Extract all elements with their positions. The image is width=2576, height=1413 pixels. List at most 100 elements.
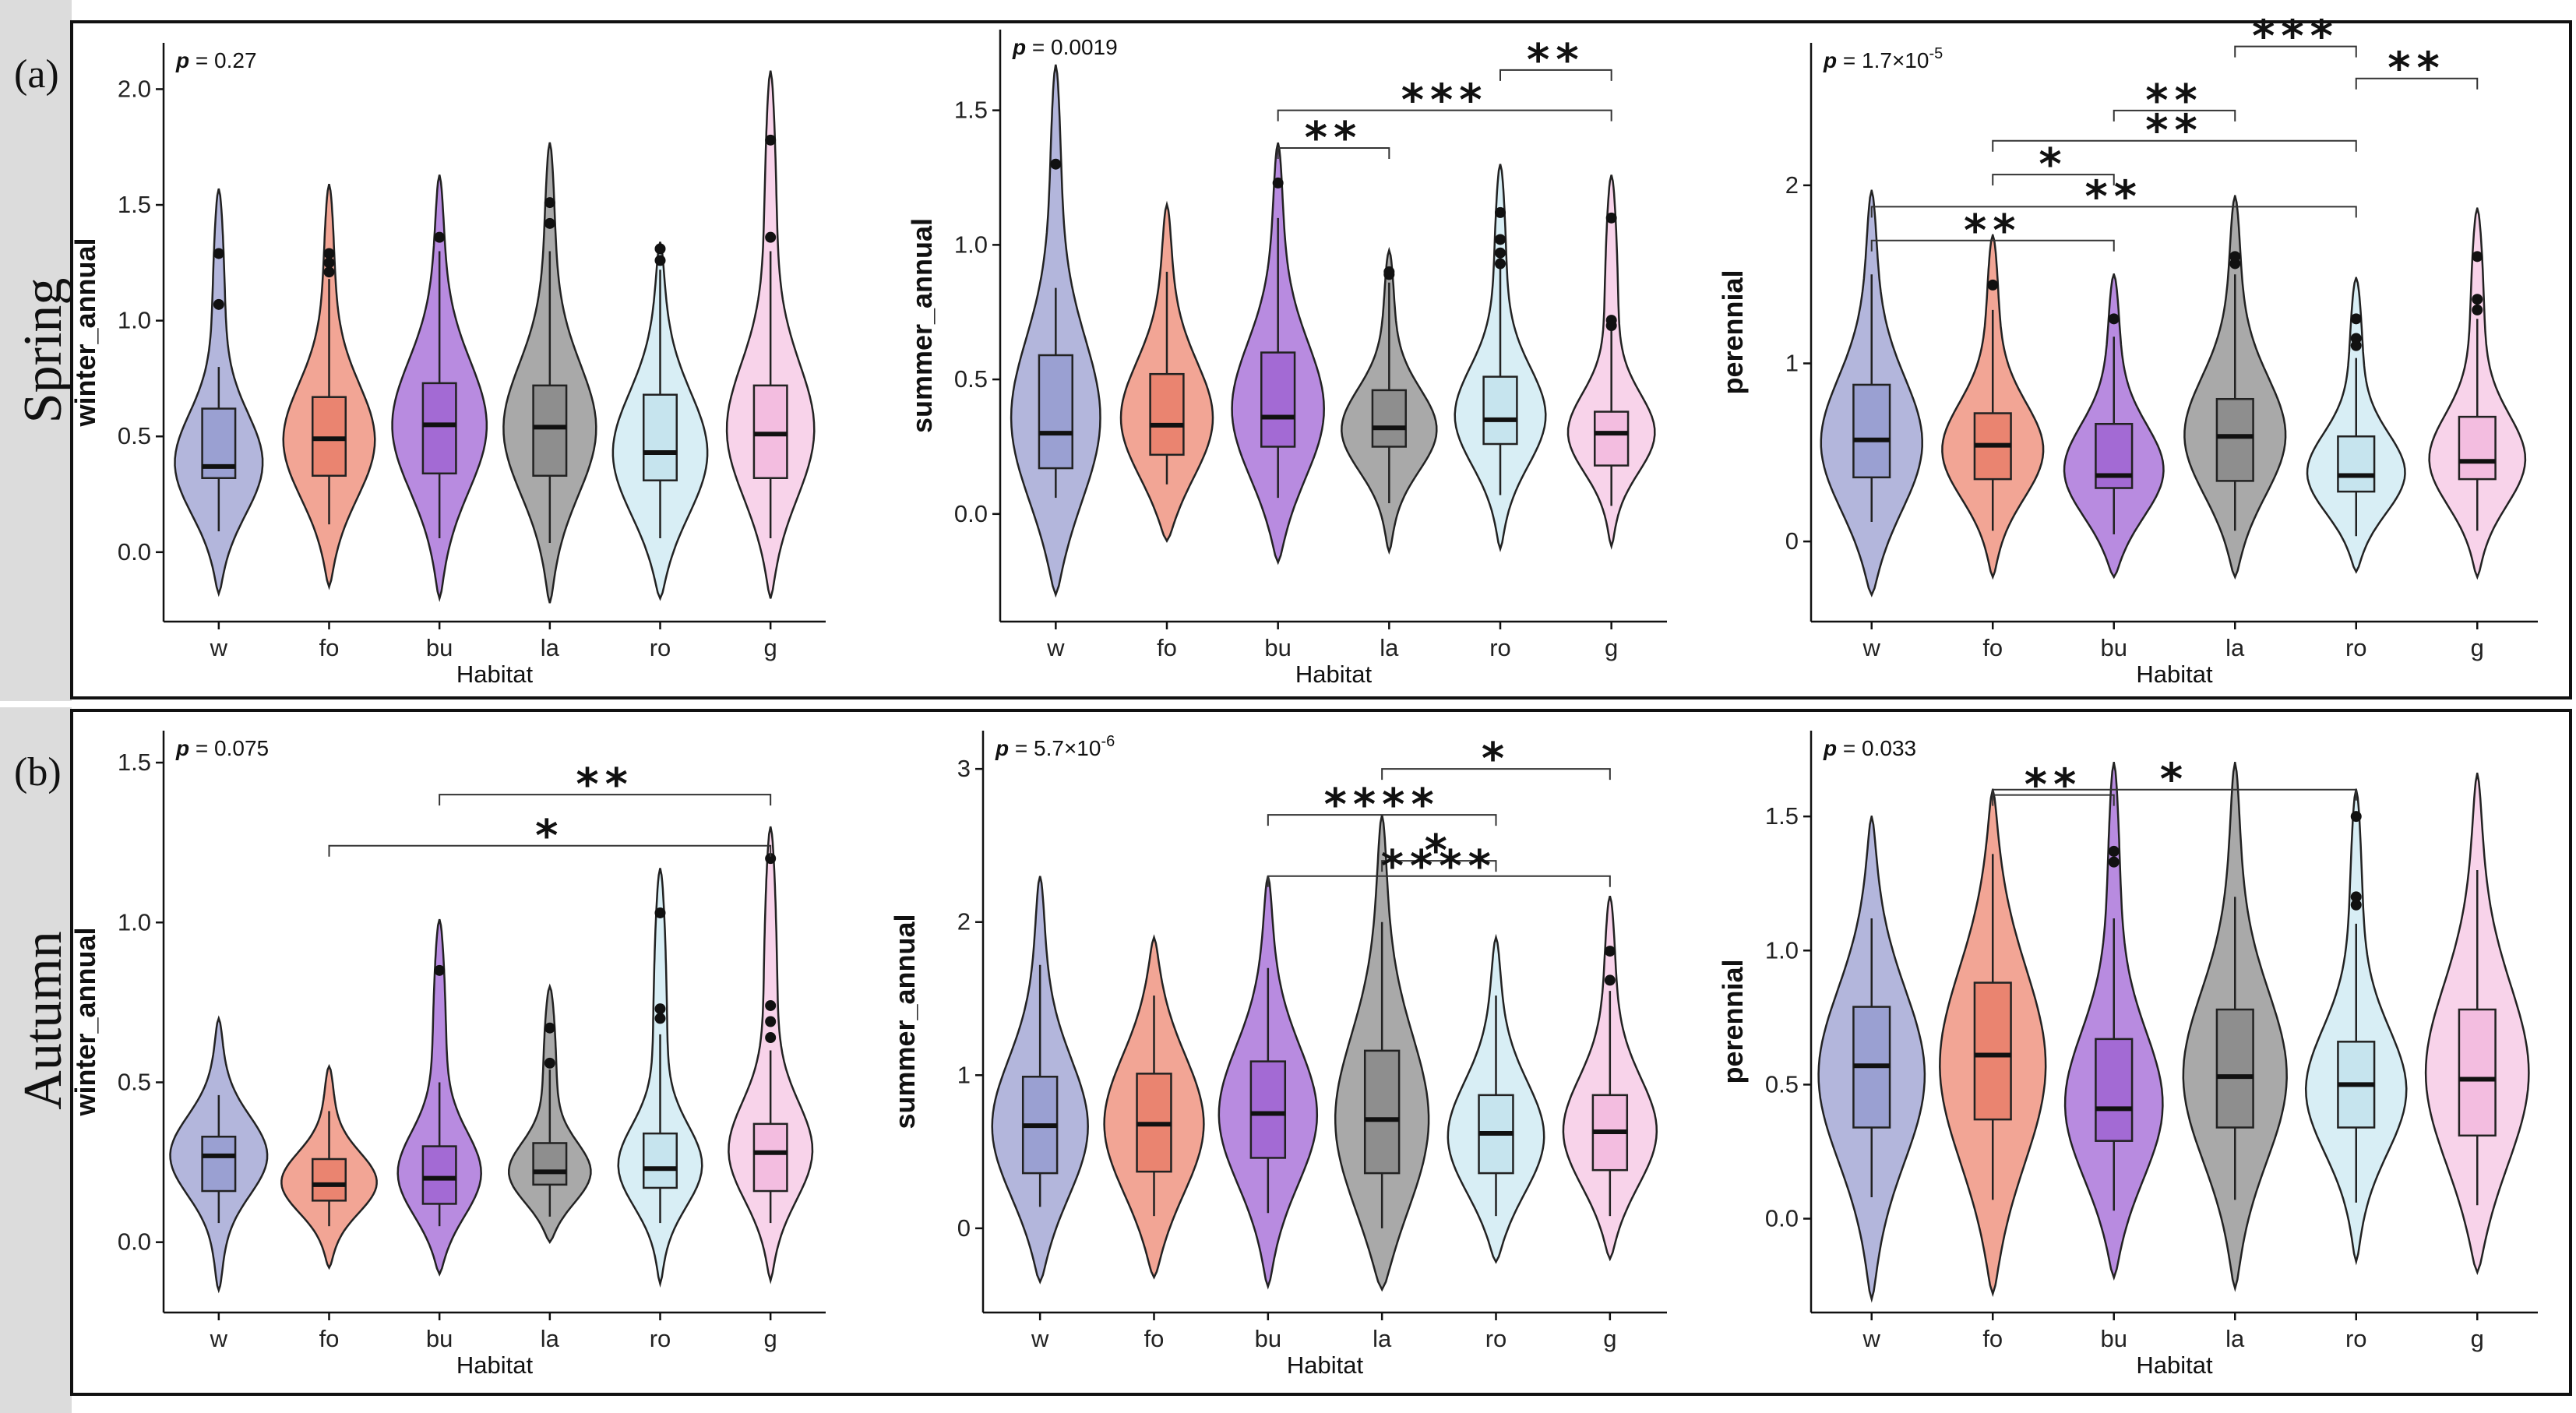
x-tick-label: g (2471, 634, 2484, 661)
outlier-point (654, 255, 666, 266)
x-tick-label: ro (2345, 1325, 2367, 1352)
p-value-label: p = 0.27 (175, 48, 257, 72)
y-tick-label: 0.5 (118, 1068, 151, 1095)
x-tick-label: w (210, 1325, 228, 1352)
box-fo (1149, 372, 1185, 456)
x-axis-title: Habitat (456, 661, 534, 688)
significance-bracket (1381, 768, 1611, 780)
box-bu (421, 1145, 457, 1205)
outlier-point (765, 853, 777, 865)
y-tick-label: 0.0 (118, 1228, 151, 1256)
significance-stars: **** (1324, 780, 1440, 830)
x-tick-label: ro (650, 634, 671, 661)
outlier-point (2350, 891, 2362, 903)
outlier-point (1383, 266, 1395, 277)
significance-bracket (2113, 109, 2236, 122)
significance-stars: ** (1964, 206, 2022, 256)
x-tick-label: g (2471, 1325, 2484, 1352)
row-frame-autumn (70, 709, 2572, 1396)
box-g (2458, 1008, 2497, 1137)
box-ro (1482, 375, 1518, 446)
significance-stars: * (2160, 755, 2189, 805)
box-bu (2095, 1038, 2134, 1142)
row-tag-a: (a) (14, 52, 59, 97)
p-value-text: = 1.7×10 (1837, 48, 1929, 72)
x-tick-label: bu (426, 634, 453, 661)
x-tick-label: la (2225, 634, 2245, 661)
row-season-autumn: Autumn (13, 931, 73, 1109)
outlier-point (323, 248, 335, 259)
significance-bracket (1992, 174, 2115, 186)
significance-stars: ** (1527, 35, 1585, 86)
x-tick-label: w (1862, 1325, 1881, 1352)
significance-bracket (1499, 69, 1612, 81)
y-axis-title: perennial (1717, 959, 1749, 1084)
y-tick-label: 0.0 (118, 538, 151, 566)
outlier-point (1605, 315, 1617, 326)
box-la (532, 384, 568, 477)
y-tick-label: 2 (957, 908, 971, 936)
outlier-point (765, 999, 777, 1011)
outlier-point (2472, 294, 2483, 305)
y-tick-label: 1.5 (1765, 802, 1799, 830)
significance-bracket (328, 844, 772, 857)
y-tick-label: 1.5 (118, 749, 151, 776)
p-value-label: p = 0.0019 (1012, 35, 1118, 59)
p-value-symbol: p (175, 736, 189, 760)
box-bu (1249, 1060, 1287, 1159)
y-tick-label: 0.0 (1765, 1205, 1799, 1232)
significance-stars: ** (2145, 106, 2204, 157)
significance-bracket (1277, 109, 1612, 122)
x-axis-title: Habitat (2136, 661, 2213, 688)
p-value-text: = 0.033 (1837, 736, 1916, 760)
y-tick-label: 1.0 (954, 231, 988, 258)
box-w (1852, 383, 1891, 479)
outlier-point (765, 1016, 777, 1027)
significance-bracket (2355, 77, 2479, 90)
outlier-point (434, 231, 446, 243)
y-tick-label: 0.5 (118, 422, 151, 449)
p-value-symbol: p (1012, 35, 1026, 59)
y-tick-label: 3 (957, 755, 971, 782)
x-tick-label: fo (319, 1325, 340, 1352)
outlier-point (323, 266, 335, 278)
outlier-point (654, 907, 666, 918)
significance-bracket (439, 794, 772, 806)
p-value-exponent: -5 (1929, 45, 1943, 62)
outlier-point (765, 1032, 777, 1044)
significance-stars: ** (2084, 171, 2143, 222)
significance-stars: *** (2252, 12, 2339, 62)
x-tick-label: fo (1982, 634, 2003, 661)
outlier-point (2108, 313, 2120, 325)
outlier-point (765, 231, 777, 243)
significance-stars: * (535, 811, 564, 862)
significance-bracket (1870, 239, 2115, 252)
significance-bracket (1277, 147, 1390, 159)
x-axis-title: Habitat (1295, 661, 1373, 688)
x-tick-label: la (1373, 1325, 1392, 1352)
p-value-exponent: -6 (1101, 733, 1115, 750)
x-tick-label: fo (1144, 1325, 1165, 1352)
outlier-point (323, 257, 335, 269)
outlier-point (544, 217, 555, 229)
box-bu (1260, 351, 1296, 448)
outlier-point (654, 1003, 666, 1015)
y-tick-label: 1.5 (118, 191, 151, 218)
box-la (532, 1142, 568, 1186)
box-bu (2095, 422, 2134, 489)
p-value-text: = 0.0019 (1026, 35, 1118, 59)
y-tick-label: 1 (957, 1061, 971, 1088)
significance-stars: *** (1401, 76, 1489, 126)
outlier-point (1495, 234, 1506, 245)
x-axis-title: Habitat (1287, 1351, 1364, 1379)
y-tick-label: 0 (957, 1214, 971, 1242)
box-ro (643, 393, 678, 481)
significance-bracket (1992, 794, 2115, 806)
x-tick-label: w (1862, 634, 1881, 661)
outlier-point (2472, 304, 2483, 315)
y-axis-title: summer_annual (889, 914, 921, 1129)
x-tick-label: w (1046, 634, 1065, 661)
